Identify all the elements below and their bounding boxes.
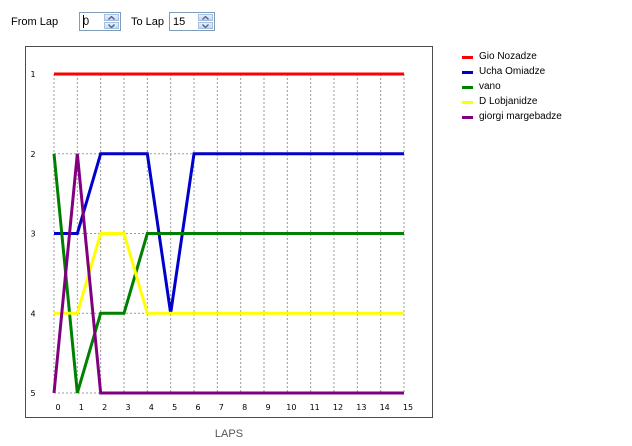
to-lap-value[interactable]: 15 bbox=[173, 16, 186, 28]
x-tick-label: 8 bbox=[242, 403, 247, 412]
x-tick-label: 6 bbox=[195, 403, 200, 412]
legend-label: vano bbox=[479, 81, 501, 92]
x-tick-label: 13 bbox=[356, 403, 366, 412]
x-tick-label: 12 bbox=[333, 403, 343, 412]
from-lap-spinner[interactable]: 0 bbox=[79, 12, 121, 31]
legend-swatch bbox=[462, 86, 473, 89]
x-tick-label: 0 bbox=[55, 403, 60, 412]
to-lap-increment-button[interactable] bbox=[198, 14, 213, 21]
series-line bbox=[52, 153, 404, 394]
chevron-up-icon bbox=[202, 15, 209, 20]
from-lap-spin-buttons bbox=[104, 14, 119, 29]
x-tick-label: 14 bbox=[380, 403, 390, 412]
chevron-down-icon bbox=[202, 23, 209, 28]
legend-swatch bbox=[462, 116, 473, 119]
text-caret bbox=[83, 15, 84, 28]
to-lap-spin-buttons bbox=[198, 14, 213, 29]
y-tick-label: 4 bbox=[30, 309, 35, 318]
chevron-down-icon bbox=[108, 23, 115, 28]
x-tick-label: 5 bbox=[172, 403, 177, 412]
legend-swatch bbox=[462, 56, 473, 59]
from-lap-label: From Lap bbox=[11, 16, 59, 28]
from-lap-decrement-button[interactable] bbox=[104, 22, 119, 29]
x-tick-label: 15 bbox=[403, 403, 413, 412]
y-tick-label: 1 bbox=[30, 70, 35, 79]
y-tick-label: 5 bbox=[30, 389, 35, 398]
x-tick-label: 11 bbox=[310, 403, 320, 412]
from-lap-value[interactable]: 0 bbox=[83, 16, 90, 28]
from-lap-increment-button[interactable] bbox=[104, 14, 119, 21]
x-tick-label: 2 bbox=[102, 403, 107, 412]
legend-label: Gio Nozadze bbox=[479, 51, 537, 62]
lap-range-toolbar: From Lap 0 To Lap 15 bbox=[0, 0, 632, 40]
to-lap-decrement-button[interactable] bbox=[198, 22, 213, 29]
to-lap-spinner[interactable]: 15 bbox=[169, 12, 215, 31]
x-tick-label: 9 bbox=[265, 403, 270, 412]
series-line bbox=[54, 152, 404, 314]
x-tick-label: 4 bbox=[149, 403, 154, 412]
legend-label: D Lobjanidze bbox=[479, 96, 538, 107]
legend-swatch bbox=[462, 101, 473, 104]
x-tick-label: 7 bbox=[219, 403, 224, 412]
chevron-up-icon bbox=[108, 15, 115, 20]
y-tick-label: 3 bbox=[30, 230, 35, 239]
x-tick-label: 3 bbox=[125, 403, 130, 412]
legend-label: giorgi margebadze bbox=[479, 111, 562, 122]
x-tick-label: 1 bbox=[79, 403, 84, 412]
series-line bbox=[54, 232, 404, 315]
to-lap-label: To Lap bbox=[131, 16, 165, 28]
series-line bbox=[52, 153, 404, 395]
x-tick-label: 10 bbox=[286, 403, 296, 412]
y-tick-label: 2 bbox=[30, 150, 35, 159]
legend-label: Ucha Omiadze bbox=[479, 66, 546, 77]
x-axis-title: LAPS bbox=[214, 428, 244, 440]
legend-swatch bbox=[462, 71, 473, 74]
